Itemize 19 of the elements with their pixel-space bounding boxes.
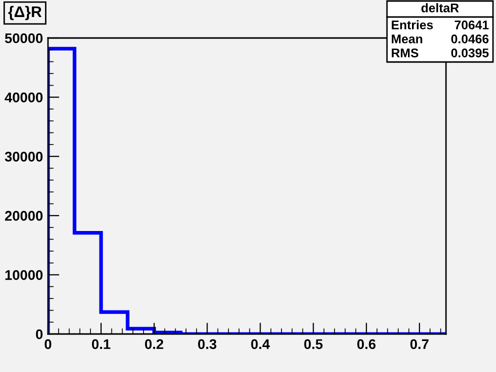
x-tick-label: 0.2 [145,339,164,350]
x-tick-label: 0.3 [198,339,216,350]
x-tick-label: 0.4 [251,339,270,350]
y-tick-label: 30000 [4,152,43,162]
y-tick-label: 40000 [4,92,43,102]
y-tick-label: 20000 [5,210,43,221]
x-tick-label: 0 [44,339,52,350]
y-tick-label: 0 [36,329,43,340]
text: RMS 0.0395 [392,48,489,58]
x-tick-label: 0.1 [92,339,110,350]
text: Mean 0.0466 [392,34,489,44]
chart-title: {Δ}R [8,6,42,20]
y-tick-label: 10000 [5,270,43,280]
x-tick-label: 0.5 [304,339,323,350]
text: deltaR [421,3,459,12]
text: Entries 70641 [392,20,489,30]
x-tick-label: 0.6 [357,339,376,350]
y-tick-label: 50000 [4,33,43,44]
x-tick-label: 0.7 [410,339,429,350]
